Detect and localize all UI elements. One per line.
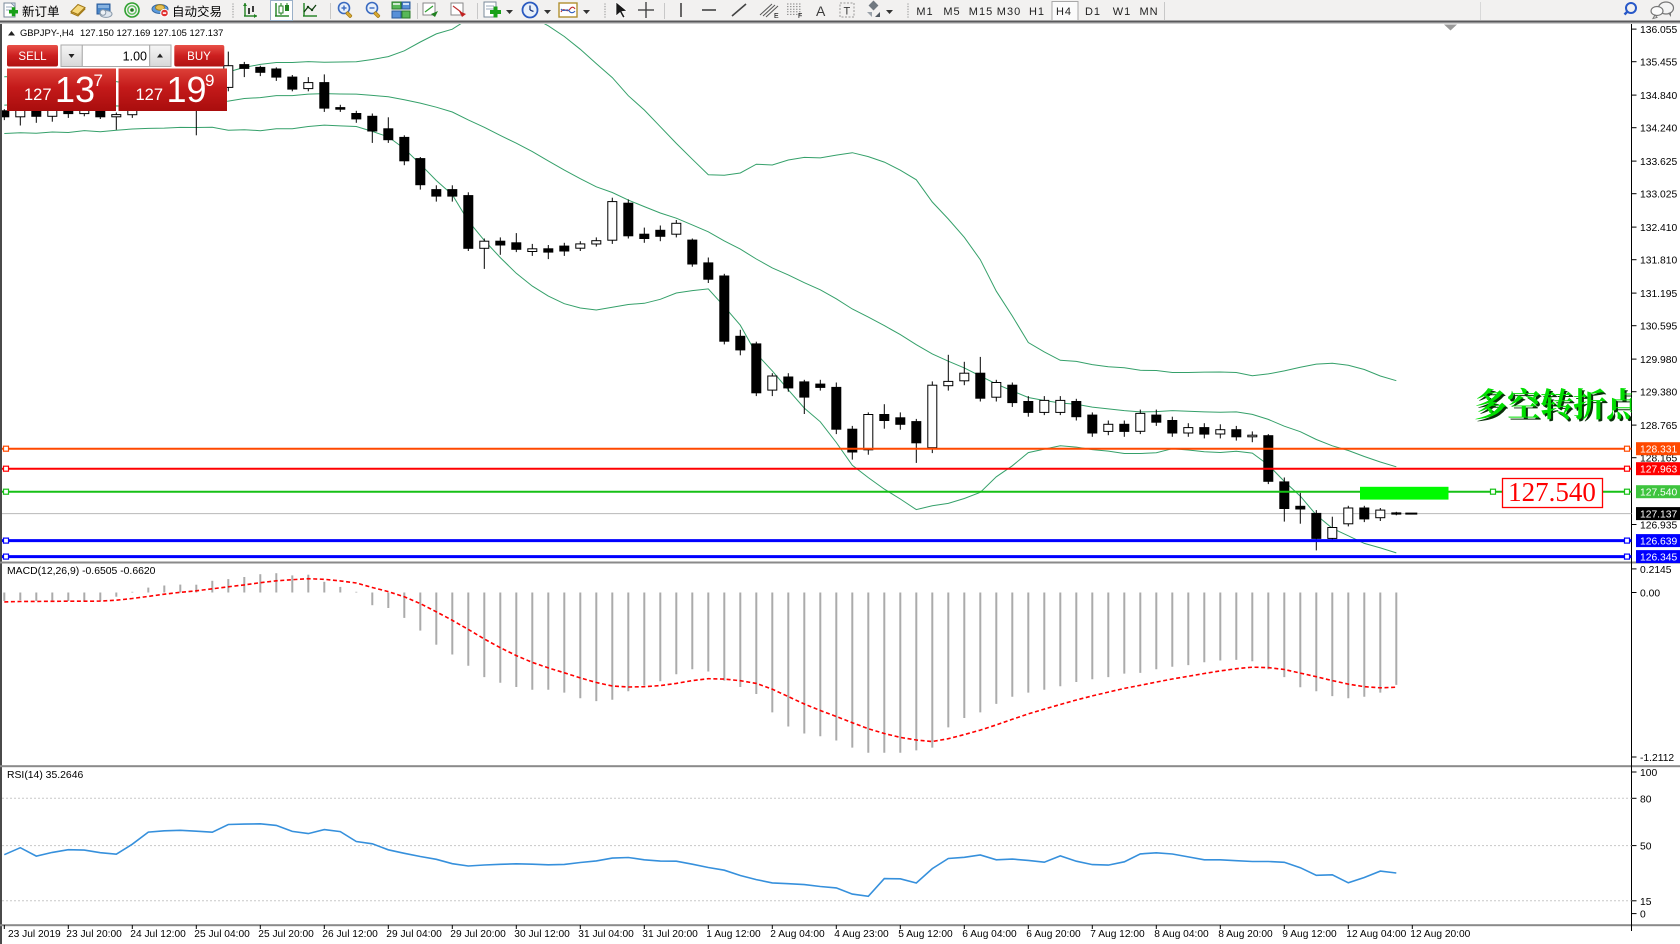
svg-text:SELL: SELL <box>18 51 47 63</box>
svg-text:29 Jul 20:00: 29 Jul 20:00 <box>450 929 506 940</box>
svg-text:F: F <box>798 13 802 20</box>
svg-text:130.595: 130.595 <box>1640 322 1677 333</box>
svg-text:4 Aug 23:00: 4 Aug 23:00 <box>834 929 889 940</box>
svg-text:134.240: 134.240 <box>1640 124 1677 135</box>
svg-text:31 Jul 20:00: 31 Jul 20:00 <box>642 929 698 940</box>
svg-text:M1: M1 <box>916 6 933 18</box>
svg-text:128.765: 128.765 <box>1640 421 1677 432</box>
svg-text:127.540: 127.540 <box>1508 477 1596 507</box>
svg-text:26 Jul 12:00: 26 Jul 12:00 <box>322 929 378 940</box>
svg-text:1.00: 1.00 <box>123 50 147 64</box>
svg-text:GBPJPY-,H4: GBPJPY-,H4 <box>20 27 74 38</box>
svg-text:134.840: 134.840 <box>1640 91 1677 102</box>
svg-text:5 Aug 12:00: 5 Aug 12:00 <box>898 929 953 940</box>
svg-text:MN: MN <box>1139 6 1158 18</box>
svg-text:12 Aug 20:00: 12 Aug 20:00 <box>1410 929 1470 940</box>
svg-text:25 Jul 20:00: 25 Jul 20:00 <box>258 929 314 940</box>
svg-text:6 Aug 04:00: 6 Aug 04:00 <box>962 929 1017 940</box>
svg-text:100: 100 <box>1640 768 1657 779</box>
svg-text:9 Aug 12:00: 9 Aug 12:00 <box>1282 929 1337 940</box>
svg-text:128.165: 128.165 <box>1640 454 1677 465</box>
svg-text:127.963: 127.963 <box>1640 465 1677 476</box>
svg-text:15: 15 <box>1640 897 1652 908</box>
svg-text:126.345: 126.345 <box>1640 553 1677 564</box>
svg-text:8 Aug 20:00: 8 Aug 20:00 <box>1218 929 1273 940</box>
svg-text:135.455: 135.455 <box>1640 58 1677 69</box>
svg-text:13: 13 <box>55 69 95 110</box>
svg-text:131.195: 131.195 <box>1640 289 1677 300</box>
svg-text:W1: W1 <box>1113 6 1132 18</box>
svg-text:MACD(12,26,9) -0.6505 -0.6620: MACD(12,26,9) -0.6505 -0.6620 <box>7 566 156 577</box>
svg-text:126.639: 126.639 <box>1640 537 1677 548</box>
svg-text:29 Jul 04:00: 29 Jul 04:00 <box>386 929 442 940</box>
svg-text:136.055: 136.055 <box>1640 25 1677 36</box>
svg-text:127.150 127.169 127.105 127.13: 127.150 127.169 127.105 127.137 <box>80 27 223 38</box>
svg-text:0: 0 <box>1640 910 1646 921</box>
svg-text:2 Aug 04:00: 2 Aug 04:00 <box>770 929 825 940</box>
svg-text:RSI(14) 35.2646: RSI(14) 35.2646 <box>7 770 83 781</box>
svg-text:D1: D1 <box>1085 6 1101 18</box>
svg-text:127.137: 127.137 <box>1640 510 1677 521</box>
svg-text:7: 7 <box>94 71 103 90</box>
svg-text:E: E <box>774 13 779 20</box>
svg-text:0.00: 0.00 <box>1640 589 1660 600</box>
svg-text:23 Jul 2019: 23 Jul 2019 <box>8 929 61 940</box>
svg-text:H1: H1 <box>1029 6 1045 18</box>
svg-text:24 Jul 12:00: 24 Jul 12:00 <box>130 929 186 940</box>
svg-text:25 Jul 04:00: 25 Jul 04:00 <box>194 929 250 940</box>
svg-text:9: 9 <box>205 71 214 90</box>
svg-text:0.2145: 0.2145 <box>1640 565 1672 576</box>
svg-text:31 Jul 04:00: 31 Jul 04:00 <box>578 929 634 940</box>
svg-text:8 Aug 04:00: 8 Aug 04:00 <box>1154 929 1209 940</box>
svg-text:129.980: 129.980 <box>1640 355 1677 366</box>
svg-text:127: 127 <box>135 86 163 104</box>
svg-text:1 Aug 12:00: 1 Aug 12:00 <box>706 929 761 940</box>
svg-text:133.625: 133.625 <box>1640 157 1677 168</box>
svg-text:M5: M5 <box>943 6 960 18</box>
svg-text:M30: M30 <box>997 6 1021 18</box>
svg-text:50: 50 <box>1640 842 1652 853</box>
svg-text:-1.2112: -1.2112 <box>1640 753 1674 764</box>
svg-text:7 Aug 12:00: 7 Aug 12:00 <box>1090 929 1145 940</box>
svg-text:127.540: 127.540 <box>1640 488 1677 499</box>
svg-text:30 Jul 12:00: 30 Jul 12:00 <box>514 929 570 940</box>
svg-text:T: T <box>844 6 851 18</box>
svg-text:M15: M15 <box>969 6 993 18</box>
svg-text:126.935: 126.935 <box>1640 521 1677 532</box>
svg-text:23 Jul 20:00: 23 Jul 20:00 <box>66 929 122 940</box>
svg-text:BUY: BUY <box>187 51 211 63</box>
svg-text:132.410: 132.410 <box>1640 223 1677 234</box>
svg-text:19: 19 <box>167 69 207 110</box>
svg-text:129.380: 129.380 <box>1640 388 1677 399</box>
svg-text:A: A <box>816 3 826 19</box>
svg-text:128.331: 128.331 <box>1640 445 1677 456</box>
svg-text:12 Aug 04:00: 12 Aug 04:00 <box>1346 929 1406 940</box>
svg-text:133.025: 133.025 <box>1640 190 1677 201</box>
svg-text:6 Aug 20:00: 6 Aug 20:00 <box>1026 929 1081 940</box>
svg-text:127: 127 <box>24 86 52 104</box>
svg-text:80: 80 <box>1640 794 1652 805</box>
svg-text:131.810: 131.810 <box>1640 256 1677 267</box>
svg-text:H4: H4 <box>1056 6 1072 18</box>
